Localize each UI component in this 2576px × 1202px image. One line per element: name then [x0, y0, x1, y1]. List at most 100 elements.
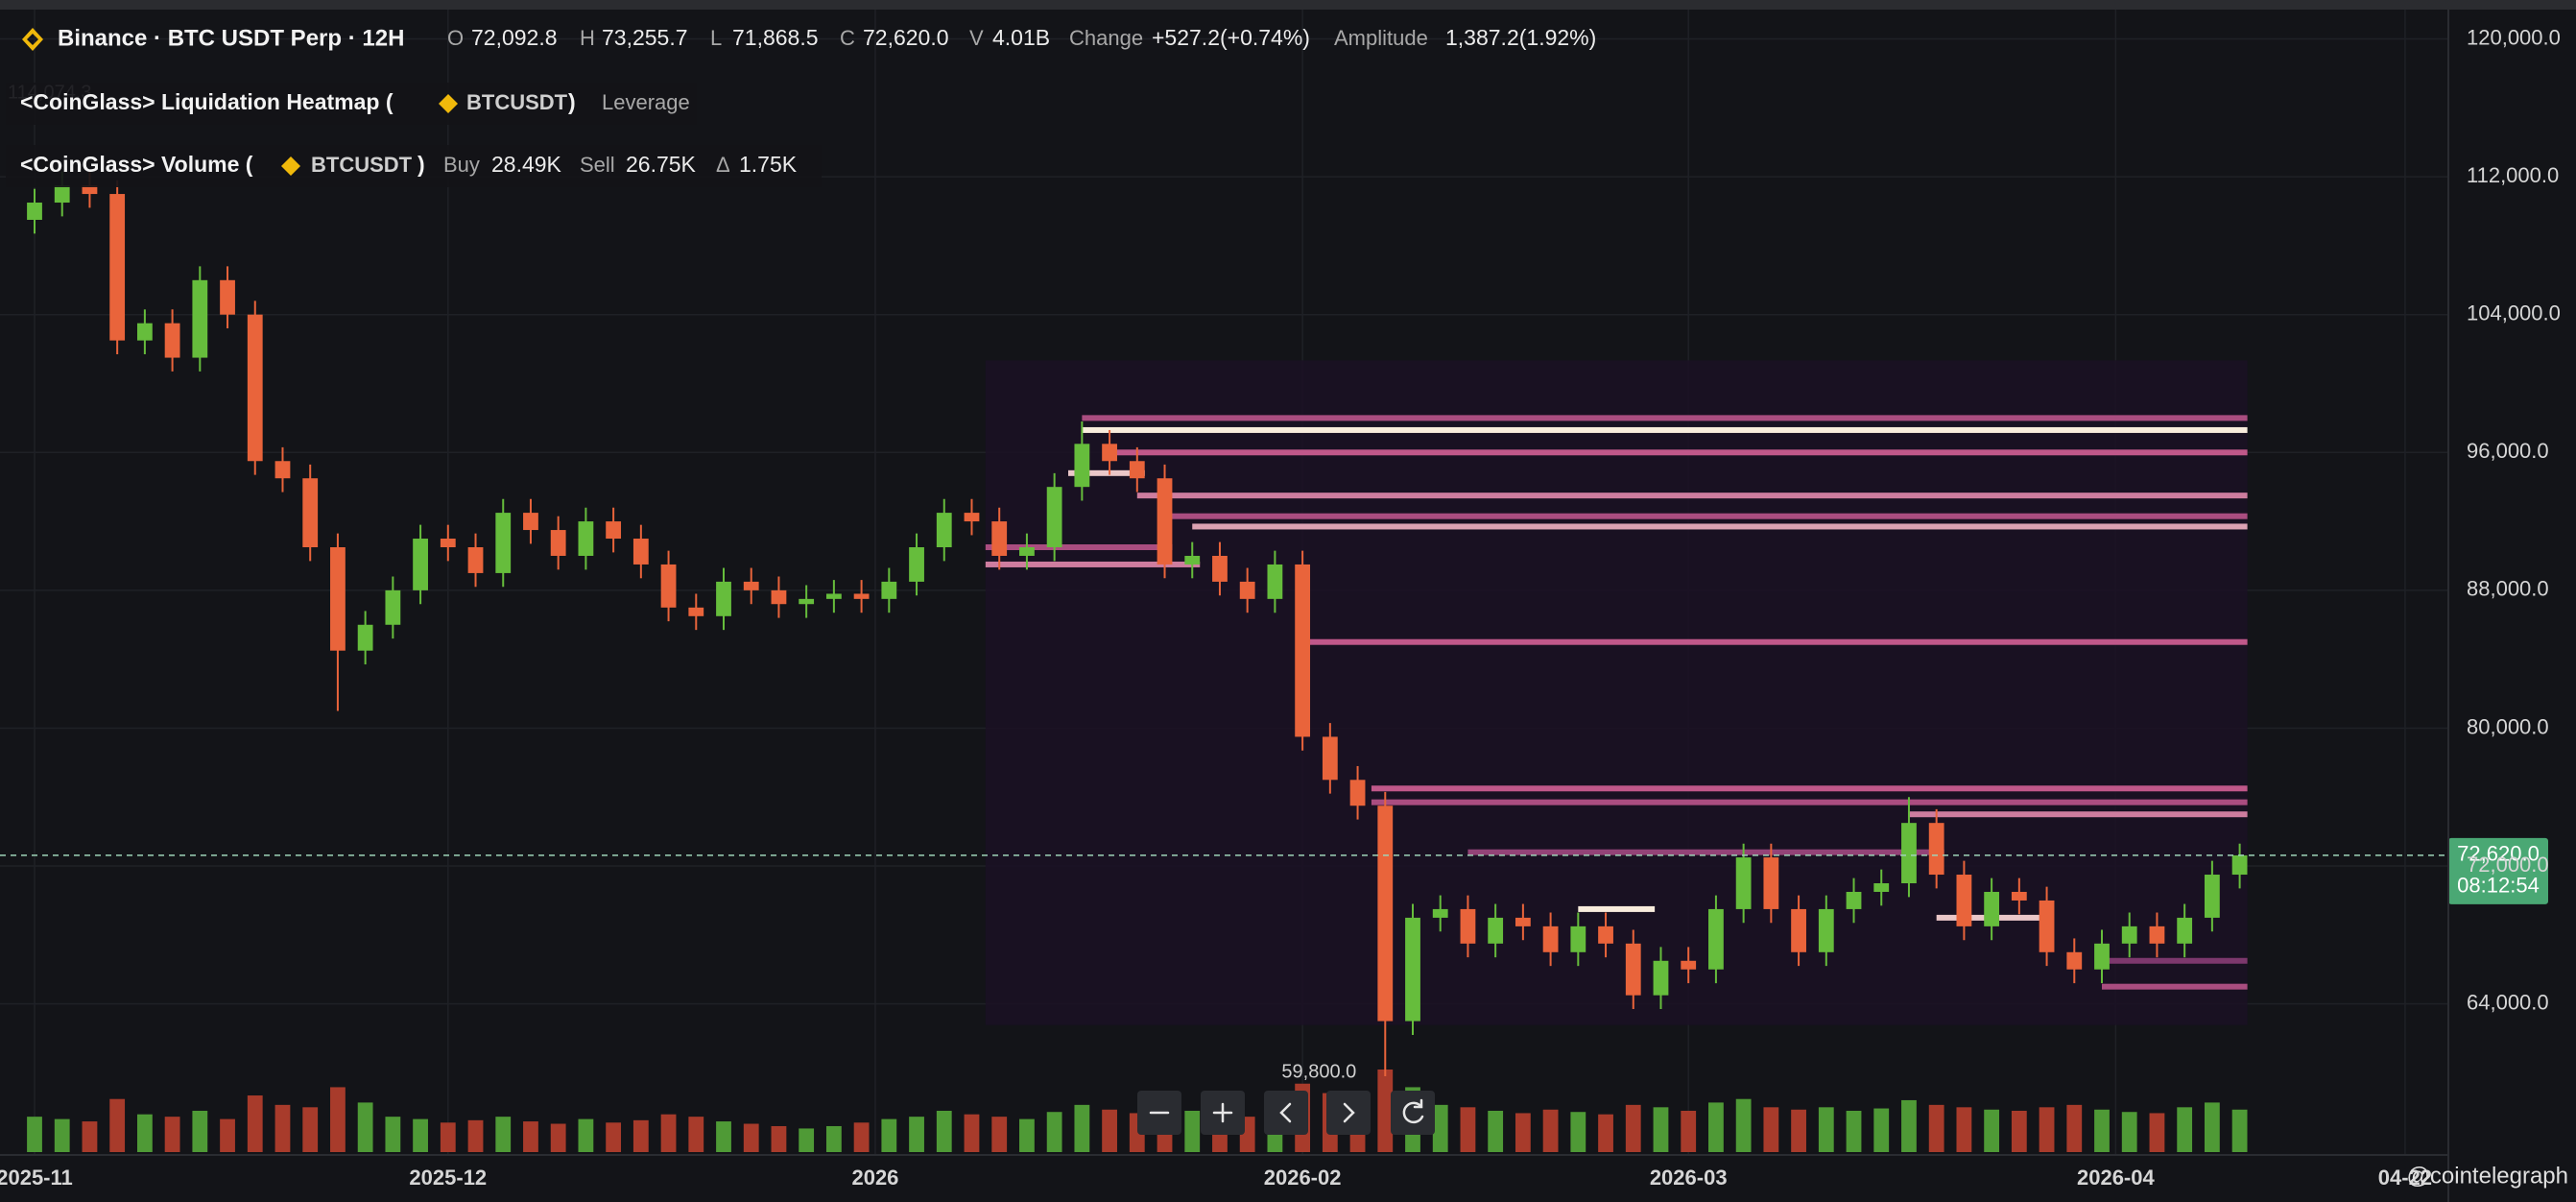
stat-value: 72,092.8 — [471, 25, 558, 50]
liquidation-level — [1371, 799, 2248, 805]
volume-bar — [247, 1095, 263, 1152]
candle-body — [54, 185, 70, 204]
volume-bar — [688, 1117, 704, 1152]
price-annotation: 59,800.0 — [1281, 1061, 1356, 1082]
candle-body — [1488, 917, 1504, 944]
volume-bar — [54, 1118, 70, 1152]
y-tick-label: 80,000.0 — [2467, 714, 2549, 738]
countdown: 08:12:54 — [2457, 874, 2540, 898]
volume-bar — [2204, 1102, 2220, 1152]
y-tick-label: 120,000.0 — [2467, 25, 2561, 49]
volume-bar — [1928, 1104, 1944, 1152]
volume-bar — [1818, 1107, 1834, 1152]
x-tick-label: 2026 — [851, 1166, 898, 1190]
candle-body — [1074, 444, 1090, 488]
candle-body — [2204, 875, 2220, 918]
volume-bar — [632, 1119, 649, 1152]
volume-bar — [660, 1114, 677, 1152]
volume-bar — [2094, 1109, 2110, 1152]
last-price-label: 72,620.0 — [2457, 842, 2540, 866]
volume-bar — [1791, 1109, 1806, 1152]
volume-bar — [109, 1098, 126, 1152]
volume-bar — [2121, 1112, 2137, 1152]
volume-bar — [1377, 1070, 1394, 1152]
candle-body — [1322, 736, 1338, 781]
candle-body — [688, 607, 704, 616]
scroll-right-button[interactable] — [1326, 1091, 1371, 1135]
candle-body — [2039, 900, 2055, 952]
candle-body — [799, 598, 815, 605]
indicator-value: 1.75K — [739, 152, 798, 177]
symbol-icon — [439, 94, 458, 113]
stat-key: L — [710, 26, 722, 50]
candle-body — [220, 279, 235, 315]
volume-bar — [220, 1118, 235, 1152]
y-tick-label: 104,000.0 — [2467, 301, 2561, 325]
candle-body — [413, 539, 428, 590]
volume-bar — [825, 1125, 842, 1152]
stat-key: Amplitude — [1334, 26, 1428, 50]
volume-bar — [1901, 1099, 1917, 1152]
candle-body — [1542, 926, 1559, 952]
volume-bar — [1653, 1107, 1669, 1152]
candle-body — [1625, 943, 1641, 996]
candle-body — [495, 513, 512, 573]
volume-bar — [1102, 1109, 1117, 1152]
indicator-close: ) — [417, 152, 425, 177]
candles — [27, 171, 2248, 1077]
volume-bar — [1735, 1098, 1752, 1152]
symbol-icon — [281, 156, 300, 176]
volume-bar — [909, 1117, 924, 1152]
scroll-left-button[interactable] — [1264, 1091, 1308, 1135]
candle-body — [1349, 780, 1366, 806]
last-price-box — [2448, 837, 2548, 904]
indicator-key: Leverage — [602, 90, 690, 114]
reset-button[interactable] — [1391, 1091, 1435, 1135]
volume-bar — [606, 1122, 622, 1152]
candle-body — [1846, 891, 1862, 909]
candle-body — [1129, 461, 1145, 479]
liquidation-level — [985, 561, 1201, 567]
volume-bar — [1460, 1107, 1476, 1152]
volume-bar — [1598, 1114, 1613, 1152]
stat-key: O — [447, 26, 464, 50]
x-tick-label: 2026-04 — [2077, 1166, 2156, 1190]
candle-body — [27, 203, 42, 220]
candle-body — [1267, 564, 1283, 599]
indicator-value: 28.49K — [491, 152, 562, 177]
volume-bar — [1708, 1102, 1724, 1152]
volume-bar — [2231, 1109, 2248, 1152]
liquidation-level — [1082, 415, 2248, 421]
volume-bar — [964, 1114, 980, 1152]
candle-body — [109, 194, 126, 341]
liquidation-heatmap — [985, 360, 2248, 1025]
liquidation-level — [1164, 513, 2248, 519]
candle-body — [2094, 943, 2110, 970]
heatmap-field — [985, 360, 2248, 1025]
candle-body — [523, 513, 538, 531]
volume-bar — [2149, 1113, 2165, 1152]
candle-body — [357, 624, 373, 651]
header: Binance · BTC USDT Perp · 12H O 72,092.8 H 7… — [6, 25, 1596, 187]
y-tick-label: 72,000.0 — [2467, 853, 2549, 877]
candle-body — [247, 314, 263, 462]
indicator-key: Sell — [580, 153, 615, 177]
candle-body — [2177, 917, 2193, 944]
candle-body — [632, 539, 649, 565]
volume-bar — [27, 1117, 42, 1152]
candle-body — [1708, 908, 1724, 970]
right-icon — [1343, 1102, 1355, 1123]
indicator-symbol: BTCUSDT — [311, 153, 413, 177]
candle-body — [1873, 883, 1890, 892]
stat-value: +527.2(+0.74%) — [1152, 25, 1310, 50]
liquidation-level — [1082, 426, 2248, 433]
candle-body — [330, 547, 346, 651]
candle-body — [136, 323, 153, 341]
candle-body — [82, 185, 98, 195]
candle-body — [1570, 926, 1586, 952]
candle-body — [909, 547, 924, 582]
candle-body — [743, 581, 759, 590]
candle-body — [1598, 926, 1613, 944]
candle-body — [164, 323, 180, 358]
